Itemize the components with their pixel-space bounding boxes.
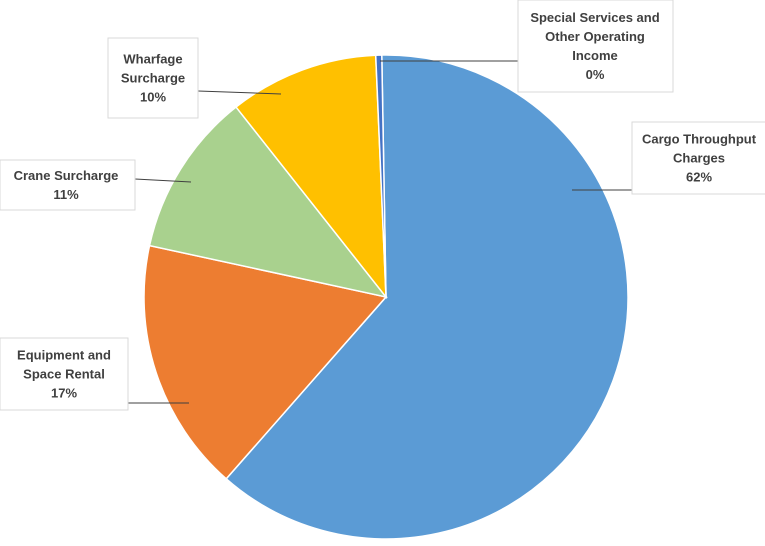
data-label-box xyxy=(631,121,765,195)
data-label-name: Surcharge xyxy=(121,71,185,86)
data-label-name: Other Operating xyxy=(545,29,645,44)
pie-slice xyxy=(143,244,388,480)
data-label-box xyxy=(0,337,129,411)
data-label-percent: 62% xyxy=(686,170,712,185)
pie-slice xyxy=(148,106,388,299)
data-label: Cargo Throughput Charges 62% xyxy=(631,121,765,195)
data-label-name: Wharfage xyxy=(123,52,182,67)
data-labels-layer: Cargo Throughput Charges 62% Equipment and S… xyxy=(0,0,765,411)
pie-slice xyxy=(234,54,387,300)
data-label-name: Charges xyxy=(673,151,725,166)
data-label: Wharfage Surcharge 10% xyxy=(107,37,199,119)
data-label-name: Crane Surcharge xyxy=(14,168,119,183)
data-label-box xyxy=(0,159,136,211)
slices-layer xyxy=(143,54,629,540)
data-label-box xyxy=(107,37,199,119)
pie-slice xyxy=(225,54,629,540)
leader-lines-layer xyxy=(128,60,632,404)
data-label: Crane Surcharge 11% xyxy=(0,159,136,211)
data-label-percent: 17% xyxy=(51,386,77,401)
pie-slice xyxy=(374,54,387,298)
data-label-box xyxy=(517,0,674,93)
data-label-percent: 10% xyxy=(140,90,166,105)
data-label-name: Special Services and xyxy=(530,10,659,25)
data-label-name: Equipment and xyxy=(17,348,111,363)
data-label-percent: 0% xyxy=(586,67,605,82)
data-label-name: Cargo Throughput xyxy=(642,132,757,147)
data-label-name: Income xyxy=(572,48,618,63)
leader-line xyxy=(197,90,282,95)
data-label: Equipment and Space Rental 17% xyxy=(0,337,129,411)
data-label-name: Space Rental xyxy=(23,367,105,382)
data-label: Special Services and Other Operating Incom… xyxy=(517,0,674,93)
data-label-percent: 11% xyxy=(53,187,79,202)
leader-line xyxy=(134,178,192,183)
